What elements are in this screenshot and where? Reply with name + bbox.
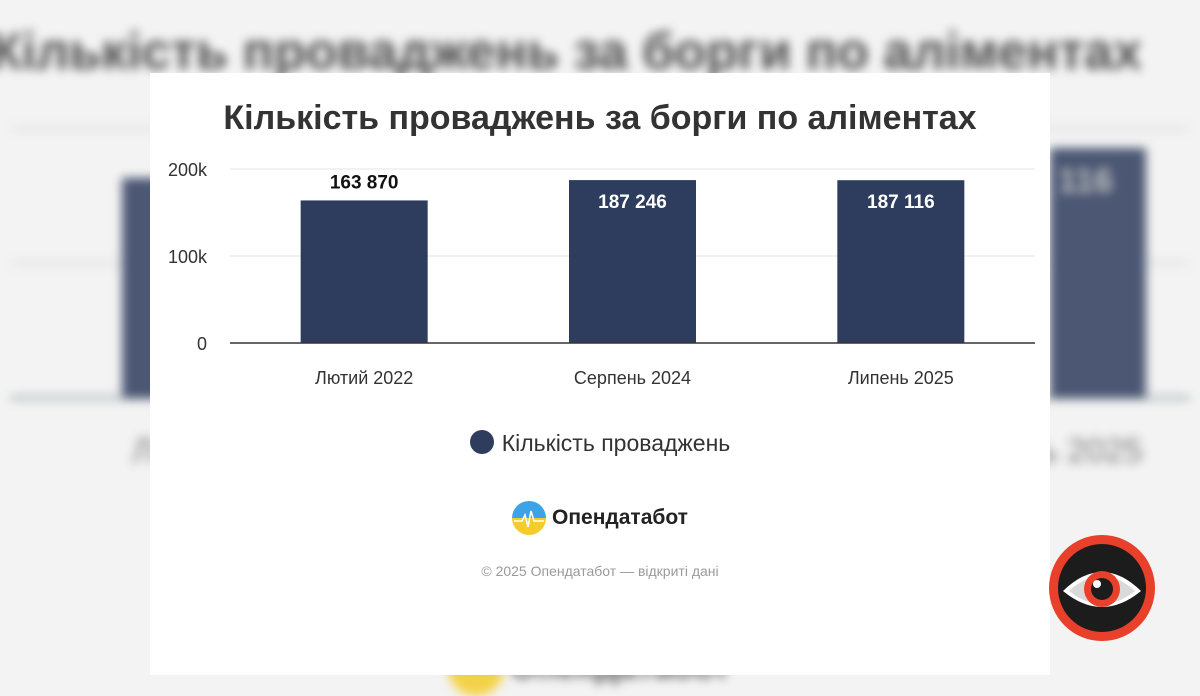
eye-icon (1049, 535, 1155, 641)
bar-chart: 0 100k 200k 163 870 Лютий 2022 187 246 Серпень… (168, 160, 1035, 388)
brand-name: Опендатабот (552, 506, 688, 529)
x-tick-label: Лютий 2022 (315, 368, 413, 388)
background-title: Кількість проваджень за борги по алімент… (0, 23, 1142, 81)
legend-marker (469, 430, 494, 454)
opendatabot-logo-icon (512, 501, 547, 535)
y-tick-label: 200k (168, 160, 208, 180)
data-label: 163 870 (330, 172, 399, 193)
bar (569, 180, 696, 343)
background-bar (1050, 148, 1146, 398)
x-tick-label: Серпень 2024 (574, 368, 691, 388)
background-label: Л (132, 432, 155, 470)
background-label: ь 2025 (1040, 432, 1143, 470)
bar (300, 200, 428, 343)
background-label: 116 (1058, 162, 1113, 200)
chart-card: Кількість проваджень за борги по алімент… (150, 73, 1050, 675)
data-label: 187 116 (867, 192, 935, 213)
data-label: 187 246 (598, 192, 667, 213)
legend: Кількість проваджень (150, 430, 1050, 457)
bar (837, 180, 965, 343)
x-tick-label: Липень 2025 (848, 368, 954, 388)
legend-label: Кількість проваджень (501, 430, 731, 456)
chart-title: Кількість проваджень за борги по алімент… (223, 99, 977, 137)
brand: Опендатабот (150, 501, 1050, 535)
copyright-text: © 2025 Опендатабот — відкриті дані (481, 563, 719, 579)
y-tick-label: 0 (197, 334, 207, 354)
y-tick-label: 100k (168, 247, 208, 267)
